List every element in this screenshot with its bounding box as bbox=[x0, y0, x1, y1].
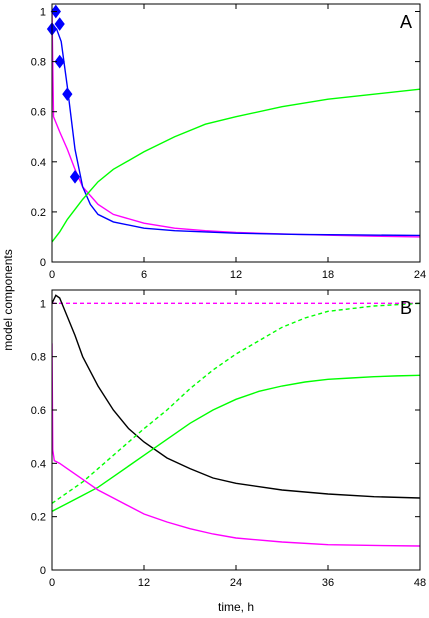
panel-a-x-tick-label: 12 bbox=[230, 269, 242, 281]
panel-b-series-line-2 bbox=[52, 302, 420, 504]
panel-b-label: B bbox=[400, 298, 412, 318]
panel-b-x-tick-label: 36 bbox=[322, 577, 334, 589]
panel-a-y-tick-label: 0.8 bbox=[31, 57, 46, 69]
panel-a-x-tick-label: 18 bbox=[322, 269, 334, 281]
panel-a-data-marker bbox=[54, 54, 65, 69]
panel-b-y-tick-label: 0.8 bbox=[31, 352, 46, 364]
panel-b-y-tick-label: 1 bbox=[40, 298, 46, 310]
panel-a-series-line-0 bbox=[52, 11, 420, 238]
panel-b-x-tick-label: 0 bbox=[49, 577, 55, 589]
panel-a-data-marker bbox=[54, 17, 65, 31]
panel-a-x-tick-label: 0 bbox=[49, 269, 55, 281]
panel-a-y-tick-label: 0.4 bbox=[31, 157, 46, 169]
panel-a-y-tick-label: 1 bbox=[40, 7, 46, 19]
panel-b-y-tick-label: 0.6 bbox=[31, 405, 46, 417]
panel-a-frame bbox=[51, 3, 421, 263]
panel-a-y-tick-label: 0.2 bbox=[31, 207, 46, 219]
panel-a-series-line-2 bbox=[52, 88, 420, 243]
panel-b-y-tick-label: 0 bbox=[40, 565, 46, 577]
panel-a-data-marker bbox=[62, 87, 73, 102]
y-axis-label: model components bbox=[1, 249, 15, 350]
x-axis-label: time, h bbox=[218, 600, 254, 614]
panel-b-series-line-1 bbox=[52, 294, 420, 499]
panel-a: 0 6 12 18 24 0 0.2 0.4 0.6 0.8 1 A bbox=[31, 3, 426, 281]
panel-a-y-tick-label: 0.6 bbox=[31, 107, 46, 119]
panel-a-x-tick-label: 24 bbox=[414, 269, 426, 281]
panel-b-frame bbox=[51, 289, 421, 571]
panel-a-label: A bbox=[400, 12, 412, 32]
panel-b-x-tick-label: 12 bbox=[138, 577, 150, 589]
panel-a-y-tick-label: 0 bbox=[40, 257, 46, 269]
panel-a-series-line-1 bbox=[52, 28, 420, 237]
panel-a-x-tick-label: 6 bbox=[141, 269, 147, 281]
panel-b-x-tick-label: 24 bbox=[230, 577, 242, 589]
panel-b-series-line-3 bbox=[52, 374, 420, 512]
panel-b-y-tick-label: 0.4 bbox=[31, 458, 46, 470]
panel-a-data-marker bbox=[69, 170, 81, 184]
panel-b-y-tick-label: 0.2 bbox=[31, 512, 46, 524]
panel-b: 0 12 24 36 48 0 0.2 0.4 0.6 0.8 1 B bbox=[31, 289, 426, 589]
panel-b-x-tick-label: 48 bbox=[414, 577, 426, 589]
panel-b-series-line-4 bbox=[52, 343, 420, 547]
